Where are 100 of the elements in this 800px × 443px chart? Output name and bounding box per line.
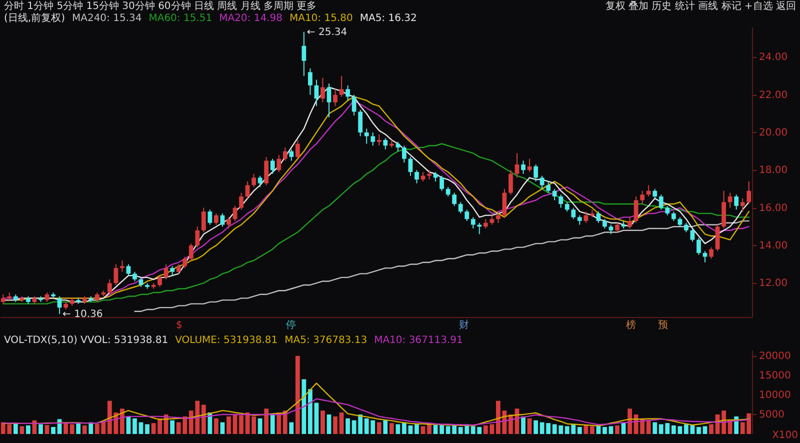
candlestick — [214, 212, 218, 226]
candlestick — [383, 138, 388, 150]
candlestick — [608, 224, 614, 235]
candlestick — [746, 180, 752, 205]
text: MA5: 376783.13 — [284, 335, 368, 346]
candlestick — [176, 264, 181, 274]
bar — [652, 422, 658, 434]
y-tick-label: 18.00 — [759, 165, 788, 176]
candlestick — [107, 278, 112, 295]
candlestick — [684, 222, 688, 233]
candlestick — [320, 77, 325, 103]
bar — [302, 379, 306, 434]
bar — [584, 425, 588, 434]
candlestick — [170, 266, 175, 276]
bar — [709, 424, 714, 434]
candlestick — [57, 296, 62, 314]
y-tick-label: 20.00 — [759, 127, 788, 138]
chart-title: (日线,前复权) — [4, 13, 65, 24]
line-series — [2, 398, 750, 426]
bar — [82, 425, 87, 434]
text: 停 — [286, 320, 296, 332]
bar — [308, 389, 312, 434]
candlestick — [188, 243, 194, 262]
bar — [201, 404, 206, 434]
candlestick — [671, 211, 676, 222]
text: MA5: 16.32 — [360, 13, 417, 24]
candlestick — [295, 139, 300, 160]
candlestick — [0, 294, 6, 304]
candlestick — [464, 209, 470, 222]
candlestick — [282, 147, 288, 162]
candlestick — [502, 188, 507, 218]
y-tick-label: 10000 — [759, 390, 791, 401]
candlestick — [182, 256, 188, 269]
bar — [396, 424, 400, 434]
candlestick — [245, 180, 250, 199]
candlestick — [496, 211, 500, 224]
bar — [420, 426, 426, 434]
candlestick — [289, 148, 294, 162]
candlestick — [352, 94, 356, 116]
bar — [38, 424, 43, 434]
bar — [270, 414, 275, 434]
bar — [702, 426, 708, 434]
candlestick — [584, 211, 588, 224]
y-tick-label: 15000 — [759, 370, 791, 382]
candlestick — [414, 170, 419, 184]
candlestick — [370, 132, 376, 146]
candlestick — [402, 145, 406, 164]
candlestick — [715, 224, 720, 252]
candlestick — [602, 218, 607, 229]
bar — [389, 423, 394, 434]
bar — [590, 426, 594, 434]
candlestick — [408, 156, 413, 176]
candlestick — [258, 175, 262, 188]
bar — [646, 420, 651, 434]
candlestick — [678, 216, 682, 228]
bar — [258, 418, 262, 434]
text: 榜 — [626, 320, 636, 332]
bar — [151, 423, 156, 434]
y-tick-label: 12.00 — [759, 278, 788, 290]
bar — [295, 356, 300, 434]
candlestick — [690, 228, 695, 242]
text: X100 — [772, 430, 798, 442]
bar — [88, 422, 94, 434]
y-tick-label: 24.00 — [759, 52, 788, 64]
candlestick — [452, 192, 457, 206]
candlestick — [552, 188, 557, 201]
candlestick — [458, 202, 463, 214]
bar — [44, 425, 50, 434]
bar — [13, 423, 18, 434]
candlestick — [709, 246, 714, 260]
candlestick — [514, 152, 520, 178]
annotation: ← 10.36 — [62, 308, 103, 320]
candlestick — [427, 170, 432, 180]
text: 财 — [459, 320, 469, 332]
chart-subtitle: VOLUME: 531938.81 — [175, 335, 278, 346]
text: MA10: 15.80 — [289, 13, 353, 24]
text: MA20: 14.98 — [219, 13, 282, 24]
candlestick — [270, 158, 275, 174]
bar — [346, 418, 350, 434]
candlestick — [94, 292, 100, 302]
bar — [51, 426, 56, 434]
candlestick — [158, 275, 162, 288]
candlestick — [665, 205, 670, 216]
candlestick — [540, 175, 544, 190]
bar — [696, 426, 701, 434]
candlestick — [740, 198, 745, 212]
chart-title: VOL-TDX(5,10) VVOL: 531938.81 — [4, 335, 168, 346]
candlestick — [490, 214, 494, 226]
y-tick-label: 20000 — [759, 350, 791, 362]
bar — [226, 416, 231, 434]
bar — [684, 424, 688, 434]
candlestick — [208, 209, 212, 226]
candlestick — [521, 160, 526, 174]
candlestick — [226, 216, 231, 229]
candlestick — [483, 218, 488, 229]
bar — [289, 422, 294, 434]
bar — [376, 422, 382, 434]
candlestick — [440, 175, 444, 192]
text: 分时 1分钟 5分钟 15分钟 30分钟 60分钟 日线 周线 月线 多周期 更多 — [4, 1, 317, 12]
bar — [602, 426, 607, 434]
